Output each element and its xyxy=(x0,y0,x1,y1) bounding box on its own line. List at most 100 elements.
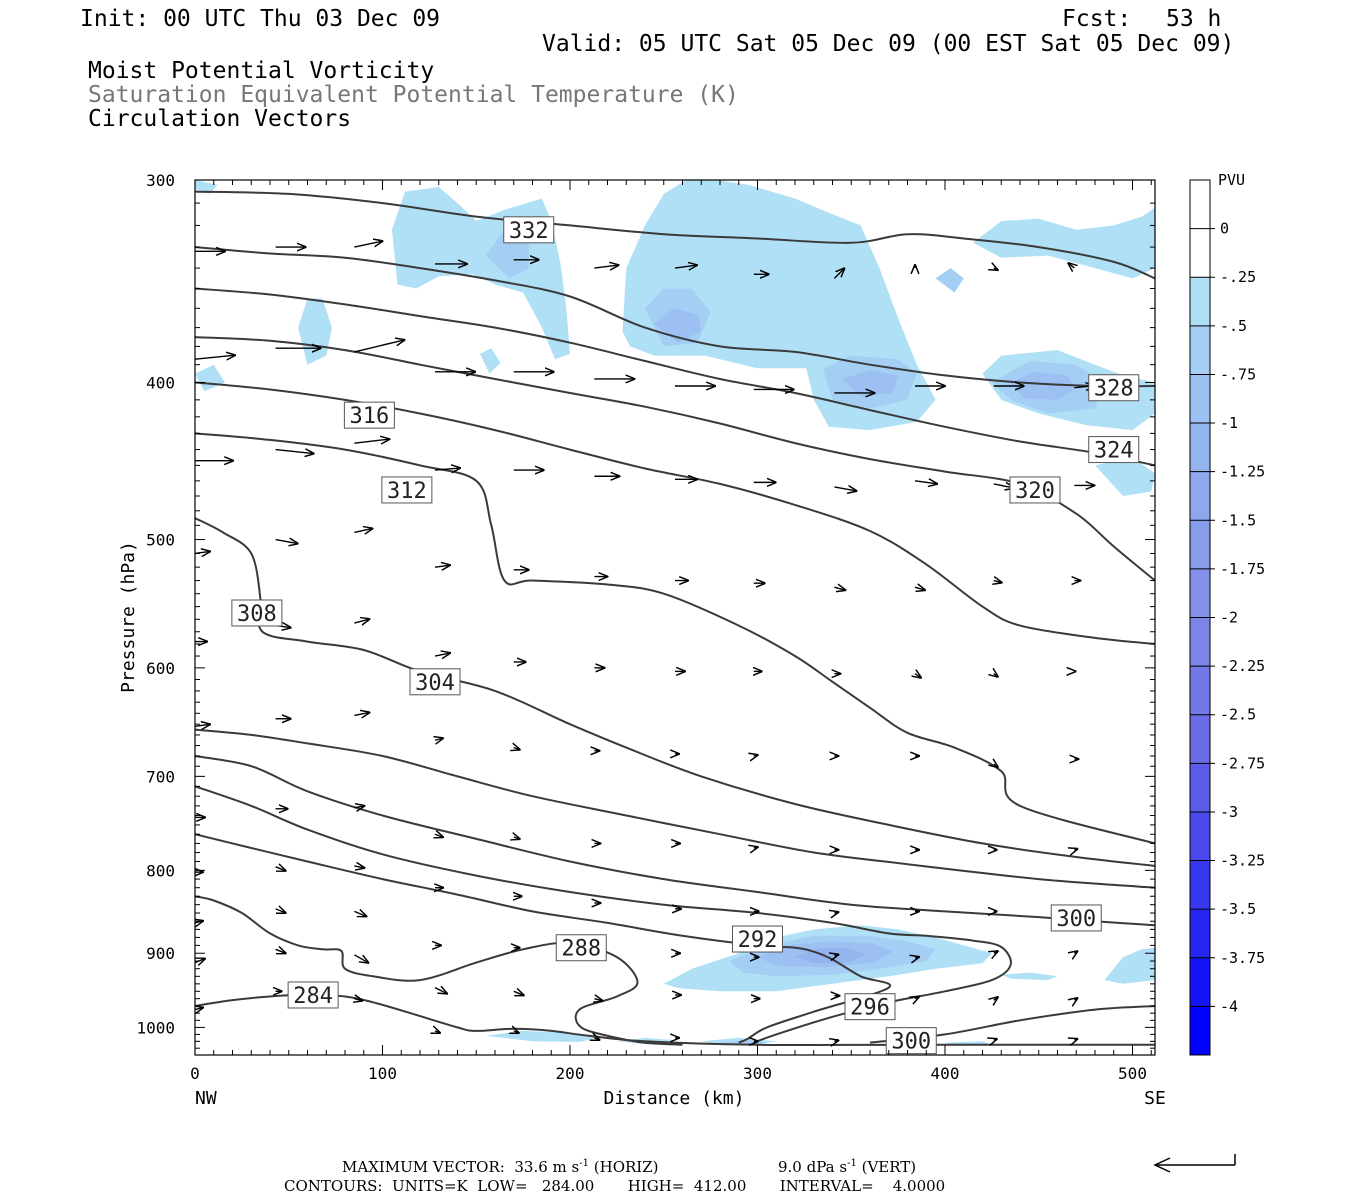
circulation-vector xyxy=(754,755,758,756)
y-tick-label: 800 xyxy=(146,861,175,880)
circulation-vector xyxy=(434,468,460,470)
contour-label-box xyxy=(732,925,783,953)
circulation-vector xyxy=(354,241,382,248)
x-tick-label: 100 xyxy=(368,1064,397,1083)
circulation-vector xyxy=(434,565,450,567)
field-title-pv: Moist Potential Vorticity xyxy=(88,58,435,84)
circulation-vector xyxy=(435,1031,440,1033)
circulation-vector xyxy=(275,540,298,544)
pv-region xyxy=(841,370,899,397)
circulation-vector xyxy=(1074,849,1077,850)
x-tick-label: 500 xyxy=(1118,1064,1147,1083)
colorbar-label: -.25 xyxy=(1220,268,1256,286)
isentrope-288 xyxy=(195,895,683,1046)
colorbar-segment xyxy=(1190,568,1210,618)
max-vector-value: MAXIMUM VECTOR: 33.6 m s xyxy=(342,1158,580,1176)
contour-label-box xyxy=(1050,904,1102,932)
contour-label: 300 xyxy=(891,1030,931,1055)
pv-region xyxy=(1095,457,1155,496)
x-tick-label: 300 xyxy=(743,1064,772,1083)
circulation-vector xyxy=(435,834,443,837)
vert-vector-exponent: -1 xyxy=(847,1158,857,1169)
contour-label: 284 xyxy=(293,984,333,1009)
circulation-vector xyxy=(354,528,372,532)
circulation-vector xyxy=(834,1040,838,1041)
contour-label: 328 xyxy=(1094,377,1134,402)
max-vector-text: MAXIMUM VECTOR: 33.6 m s-1 (HORIZ) xyxy=(342,1158,659,1176)
field-title-theta-es: Saturation Equivalent Potential Temperat… xyxy=(88,82,739,108)
isentrope-316 xyxy=(195,381,1155,645)
circulation-vectors xyxy=(195,241,1094,1041)
circulation-vector xyxy=(994,1039,997,1040)
pv-region xyxy=(935,268,964,293)
y-tick-label: 600 xyxy=(146,659,175,678)
contour-label: 324 xyxy=(1094,439,1134,464)
contour-label-box xyxy=(555,934,607,962)
colorbar-label: -.75 xyxy=(1220,365,1256,383)
circulation-vector xyxy=(994,951,998,953)
contour-label: 296 xyxy=(850,996,890,1021)
contour-label-box xyxy=(885,1027,937,1055)
colorbar-label: -2.5 xyxy=(1220,706,1256,724)
circulation-vector xyxy=(354,999,362,1001)
vert-vector-text: 9.0 dPa s-1 (VERT) xyxy=(778,1158,916,1176)
isentrope-332 xyxy=(195,190,1155,280)
circulation-vector xyxy=(513,991,524,995)
isentrope-328 xyxy=(195,246,1155,388)
colorbar-segment xyxy=(1190,228,1210,278)
circulation-vector xyxy=(514,1031,519,1033)
circulation-vector xyxy=(275,450,314,454)
colorbar-label: -1.5 xyxy=(1220,511,1256,529)
colorbar-label: -3.25 xyxy=(1220,852,1265,870)
contour-label: 312 xyxy=(387,479,427,504)
isentrope-308 xyxy=(195,517,1155,867)
pv-region xyxy=(1010,371,1077,400)
x-tick-label: 400 xyxy=(931,1064,960,1083)
colorbar: PVU 0 -.25 -.5 -.75 -1 -1.25 -1.5 -1.75 -2 -2.25 -2… xyxy=(1189,171,1265,1056)
forecast-hour: 53 h xyxy=(1166,6,1222,32)
colorbar-segment xyxy=(1190,471,1210,521)
y-tick-label: 900 xyxy=(146,944,175,963)
circulation-vector xyxy=(1074,951,1077,953)
circulation-vector xyxy=(834,587,845,590)
x-tick-label: 200 xyxy=(556,1064,585,1083)
circulation-vector xyxy=(754,847,758,848)
colorbar-label: -2.75 xyxy=(1220,754,1265,772)
x-end-label-nw: NW xyxy=(195,1088,217,1109)
circulation-vector xyxy=(354,806,364,808)
isentrope-296 xyxy=(195,785,1012,1044)
contour-label-box xyxy=(231,599,283,627)
circulation-vector xyxy=(354,619,369,623)
colorbar-label: -2 xyxy=(1220,609,1238,627)
circulation-vector xyxy=(994,674,998,677)
circulation-vector xyxy=(915,674,921,678)
contour-label: 304 xyxy=(415,671,455,696)
circulation-vector xyxy=(674,265,697,268)
contour-label-box xyxy=(1088,374,1140,402)
circulation-vector xyxy=(275,949,286,953)
colorbar-label: -.5 xyxy=(1220,317,1247,335)
circulation-vector xyxy=(354,439,389,443)
colorbar-label: -1.25 xyxy=(1220,463,1265,481)
circulation-vector xyxy=(834,955,838,956)
circulation-vector xyxy=(914,587,925,590)
pv-region xyxy=(1104,947,1155,984)
pv-region xyxy=(480,348,501,374)
contour-label-box xyxy=(409,668,461,696)
circulation-vector xyxy=(994,764,998,767)
colorbar-segment xyxy=(1190,325,1210,375)
x-end-label-se: SE xyxy=(1144,1088,1166,1109)
colorbar-label: -4 xyxy=(1220,997,1238,1015)
contour-label-box xyxy=(503,216,555,244)
colorbar-segment xyxy=(1190,277,1210,327)
contour-label: 300 xyxy=(1056,907,1096,932)
circulation-vector xyxy=(434,653,450,656)
circulation-vector xyxy=(354,866,364,868)
y-tick-label: 300 xyxy=(146,171,175,190)
circulation-vector xyxy=(195,921,203,923)
pv-region xyxy=(391,187,570,360)
isentrope-contours xyxy=(195,190,1155,1047)
circulation-vector xyxy=(354,911,366,916)
colorbar-label: -2.25 xyxy=(1220,657,1265,675)
